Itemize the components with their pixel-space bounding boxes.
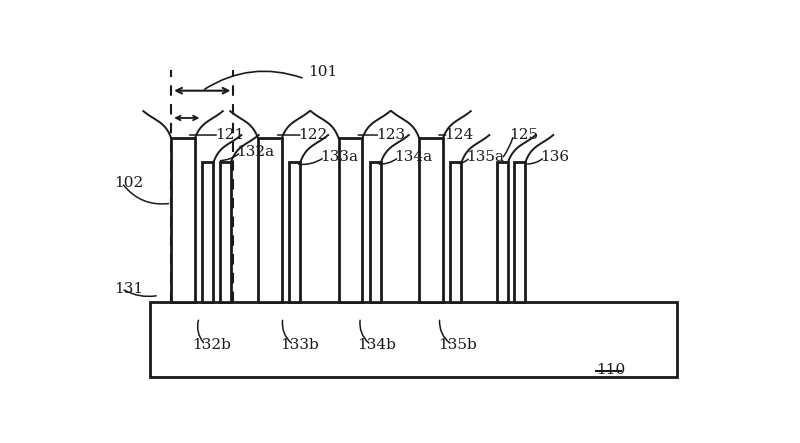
Bar bbox=[450, 162, 462, 302]
Text: 135a: 135a bbox=[466, 150, 504, 164]
Text: 122: 122 bbox=[298, 128, 328, 142]
Bar bbox=[220, 162, 231, 302]
Bar bbox=[202, 162, 214, 302]
Text: 132b: 132b bbox=[192, 338, 230, 352]
Text: 136: 136 bbox=[540, 150, 570, 164]
Bar bbox=[338, 139, 362, 302]
Text: 124: 124 bbox=[444, 128, 474, 142]
Text: 135b: 135b bbox=[438, 338, 477, 352]
Bar bbox=[289, 162, 300, 302]
Text: 134b: 134b bbox=[358, 338, 396, 352]
Text: 123: 123 bbox=[376, 128, 405, 142]
Text: 125: 125 bbox=[510, 128, 538, 142]
Bar bbox=[258, 139, 282, 302]
Bar bbox=[497, 162, 508, 302]
Bar bbox=[171, 139, 195, 302]
Text: 101: 101 bbox=[308, 65, 337, 79]
Bar bbox=[150, 302, 677, 377]
Text: 131: 131 bbox=[114, 281, 142, 295]
Text: 121: 121 bbox=[214, 128, 244, 142]
Bar bbox=[419, 139, 443, 302]
Text: 110: 110 bbox=[596, 363, 626, 377]
Bar bbox=[514, 162, 526, 302]
Text: 132a: 132a bbox=[237, 145, 274, 159]
Bar bbox=[370, 162, 381, 302]
Text: 102: 102 bbox=[114, 176, 143, 190]
Text: 133a: 133a bbox=[320, 150, 358, 164]
Text: 134a: 134a bbox=[394, 150, 433, 164]
Text: 133b: 133b bbox=[280, 338, 318, 352]
